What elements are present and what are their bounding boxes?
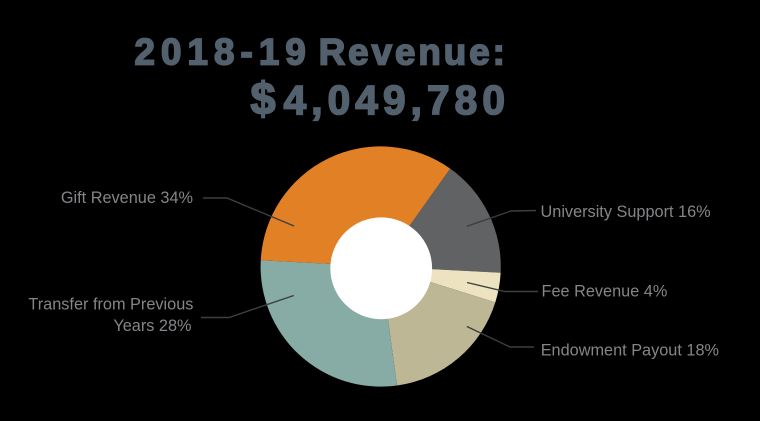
svg-text:Fee Revenue 4%: Fee Revenue 4% xyxy=(542,283,668,301)
svg-text:Transfer from Previous: Transfer from Previous xyxy=(28,296,193,314)
svg-text:University Support 16%: University Support 16% xyxy=(541,203,711,221)
svg-text:Gift Revenue 34%: Gift Revenue 34% xyxy=(61,189,193,207)
svg-text:Years 28%: Years 28% xyxy=(113,317,191,335)
svg-text:$4,049,780: $4,049,780 xyxy=(251,73,511,124)
svg-text:Endowment Payout 18%: Endowment Payout 18% xyxy=(541,341,719,359)
